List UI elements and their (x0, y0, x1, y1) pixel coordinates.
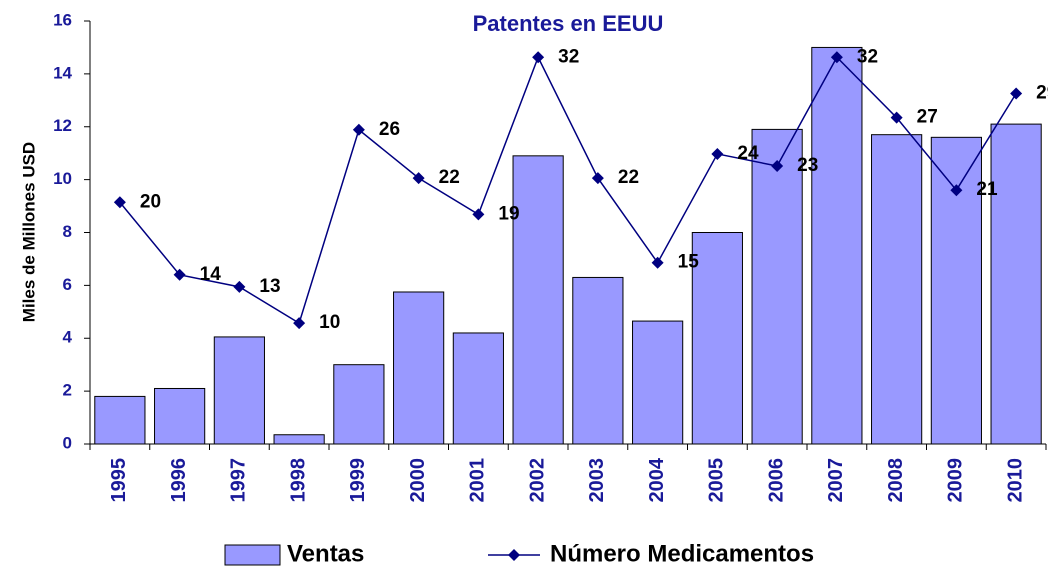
marker (472, 208, 485, 221)
bar (452, 332, 504, 445)
x-tick-label: 1996 (168, 458, 190, 503)
bar (273, 434, 325, 445)
x-tick-label: 1995 (108, 458, 130, 503)
bar (333, 364, 385, 445)
data-label: 15 (678, 252, 700, 273)
y-tick-label: 0 (63, 433, 72, 452)
x-tick-label: 2010 (1004, 458, 1026, 503)
data-label: 20 (140, 191, 161, 212)
y-tick-label: 14 (53, 63, 72, 82)
bar (811, 46, 863, 445)
line (119, 55, 1017, 325)
x-tick-label: 2004 (646, 457, 668, 502)
bar (213, 336, 265, 445)
x-tick-label: 2002 (526, 458, 548, 503)
chart-title: Patentes en EEUU (473, 11, 664, 36)
y-tick-label: 2 (63, 381, 72, 400)
legend-swatch (224, 544, 281, 566)
marker (293, 317, 306, 330)
data-label: 19 (498, 203, 519, 224)
bar (154, 387, 206, 445)
marker (1010, 87, 1023, 100)
y-tick-label: 12 (53, 116, 72, 135)
x-tick-label: 2008 (885, 458, 907, 503)
data-label: 13 (259, 276, 280, 297)
bar (751, 128, 803, 445)
y-tick-label: 16 (53, 10, 72, 29)
x-tick-label: 2005 (706, 458, 728, 503)
data-label: 24 (737, 143, 759, 164)
x-tick-label: 1999 (347, 458, 369, 503)
marker (890, 111, 903, 124)
x-tick-label: 1998 (287, 458, 309, 503)
y-tick-label: 4 (63, 328, 73, 347)
data-label: 32 (857, 46, 878, 67)
bar (512, 155, 564, 445)
bar (393, 291, 445, 445)
marker (711, 147, 724, 160)
marker (771, 160, 784, 173)
y-axis-label: Miles de Millones USD (19, 142, 38, 322)
x-tick-label: 2006 (765, 458, 787, 503)
data-label: 10 (319, 312, 340, 333)
marker (412, 172, 425, 185)
bar (871, 134, 923, 445)
bar (572, 276, 624, 445)
bar (632, 320, 684, 445)
marker (591, 172, 604, 185)
data-label: 23 (797, 155, 818, 176)
x-tick-label: 2000 (407, 458, 429, 503)
bar (691, 232, 743, 445)
data-label: 22 (618, 167, 639, 188)
legend-marker (508, 549, 520, 561)
marker (830, 51, 843, 64)
x-tick-label: 2009 (945, 458, 967, 503)
x-tick-label: 1997 (228, 458, 250, 503)
marker (113, 196, 126, 209)
legend-label: Número Medicamentos (550, 540, 814, 567)
marker (651, 256, 664, 269)
data-label: 14 (200, 264, 222, 285)
x-tick-label: 2007 (825, 458, 847, 503)
x-tick-label: 2003 (586, 458, 608, 503)
marker (532, 51, 545, 64)
marker (233, 280, 246, 293)
marker (173, 268, 186, 281)
data-label: 22 (439, 167, 460, 188)
data-label: 32 (558, 46, 579, 67)
data-label: 29 (1036, 83, 1048, 104)
bar (930, 136, 982, 445)
y-tick-label: 10 (53, 169, 72, 188)
y-tick-label: 8 (63, 222, 72, 241)
marker (950, 184, 963, 197)
bar (94, 395, 146, 445)
bar (990, 123, 1042, 445)
y-tick-label: 6 (63, 275, 72, 294)
data-label: 21 (976, 179, 998, 200)
data-label: 27 (917, 107, 938, 128)
marker (352, 123, 365, 136)
legend-label: Ventas (287, 540, 364, 567)
data-label: 26 (379, 119, 400, 140)
x-tick-label: 2001 (467, 458, 489, 503)
